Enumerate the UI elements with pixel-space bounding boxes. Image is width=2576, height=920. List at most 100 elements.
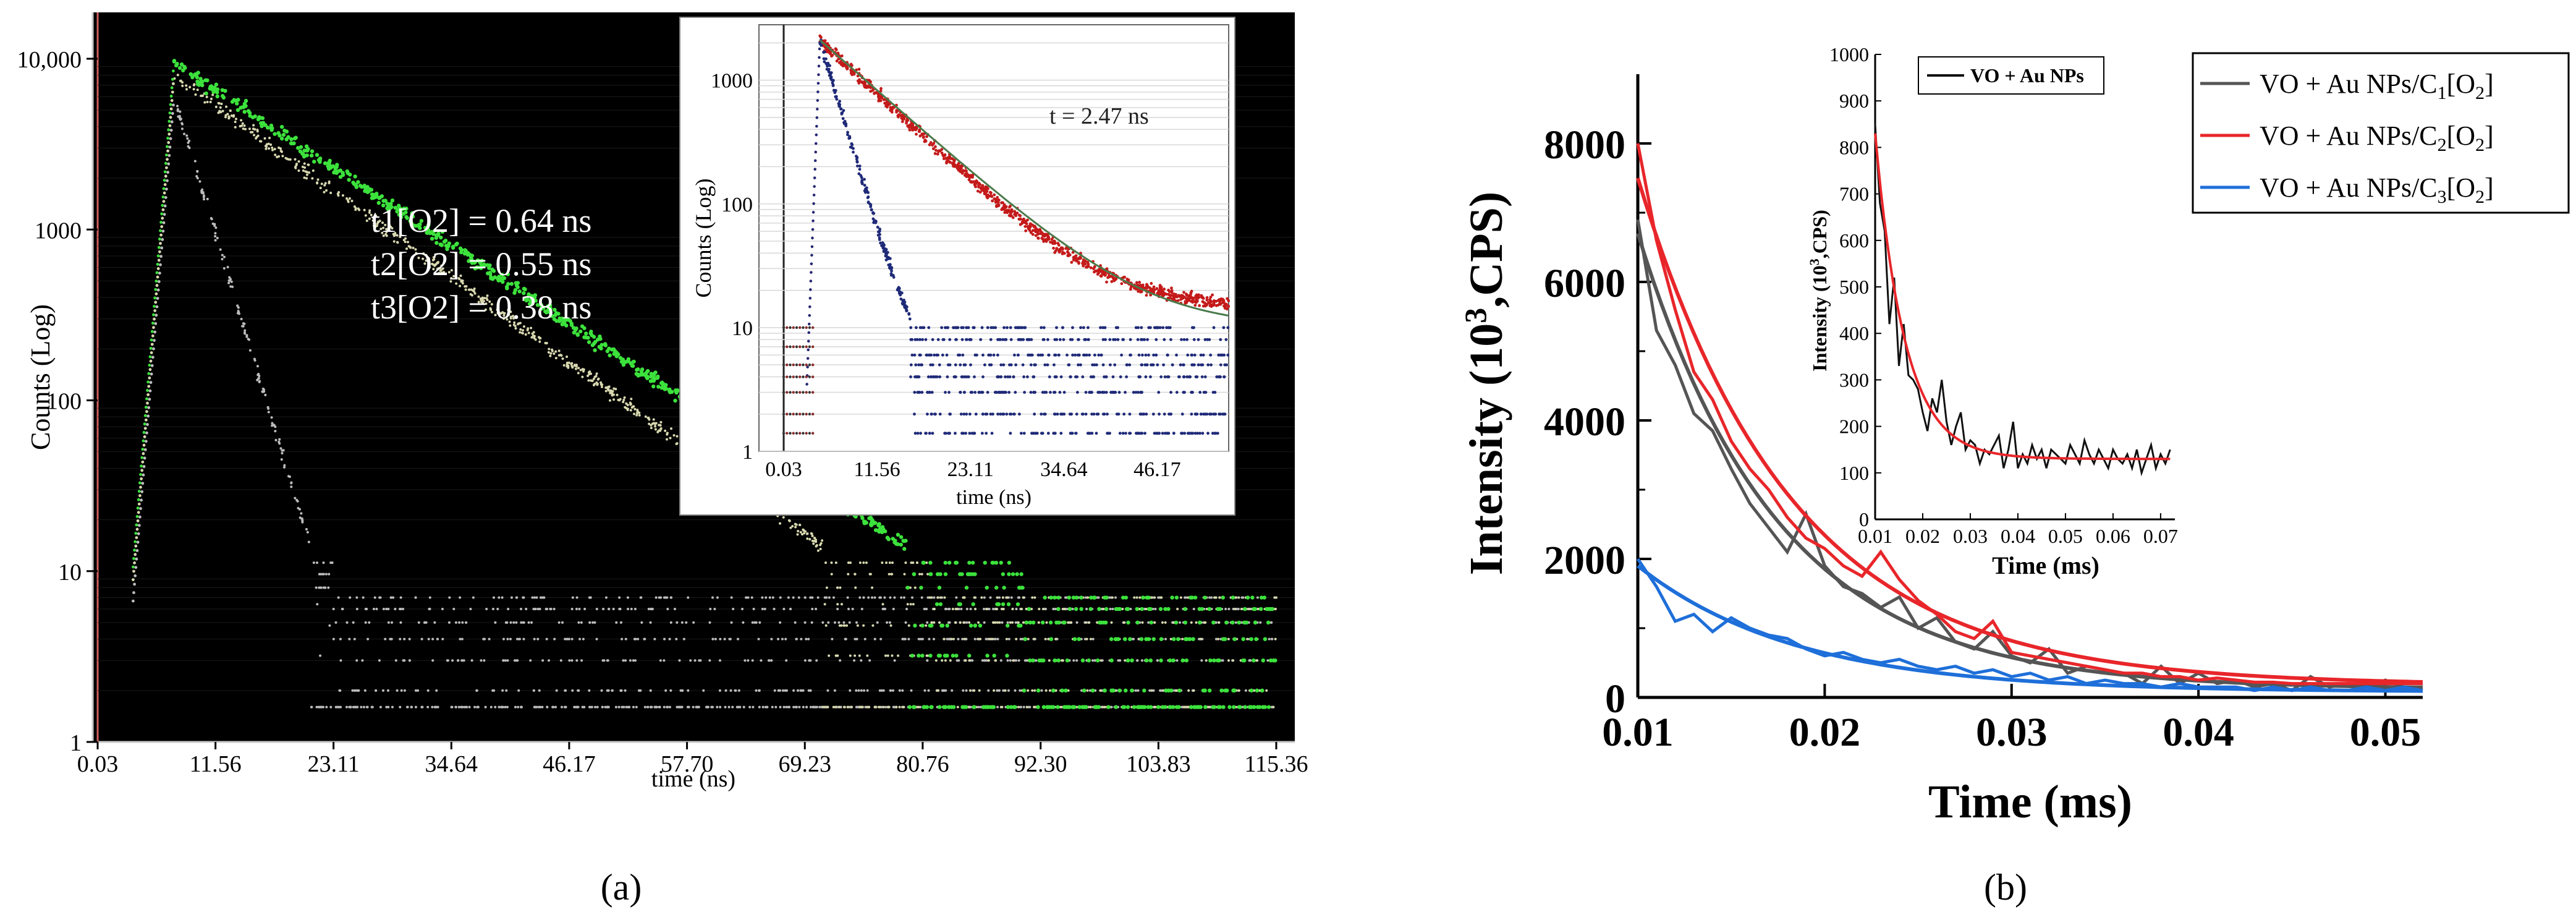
inset-a-point	[863, 84, 866, 88]
panel-a-point	[716, 705, 719, 709]
panel-a-point	[290, 485, 293, 488]
panel-a-point	[399, 705, 402, 709]
panel-a-point	[1242, 620, 1247, 625]
panel-a-point	[964, 586, 969, 590]
panel-a-point	[1001, 621, 1004, 624]
panel-a-point	[695, 705, 698, 709]
panel-a-point	[1006, 659, 1009, 662]
panel-a-point	[502, 314, 506, 317]
panel-a-point	[1178, 621, 1181, 624]
panel-a-point	[1156, 705, 1161, 709]
panel-a-point	[1025, 705, 1028, 709]
panel-a-point	[1067, 621, 1070, 624]
panel-a-point	[1200, 659, 1203, 662]
panel-a-point	[1182, 705, 1185, 709]
panel-a-point	[154, 322, 158, 325]
panel-a-point	[978, 623, 983, 628]
panel-a-point	[1015, 572, 1019, 576]
panel-a-point	[136, 519, 140, 522]
panel-a-x-tick-label: 0.03	[77, 751, 119, 777]
panel-a-point	[1099, 689, 1102, 692]
panel-a-point	[1052, 608, 1055, 611]
inset-a-point	[946, 375, 949, 378]
panel-a-point	[459, 596, 462, 599]
panel-a-point	[368, 209, 371, 212]
panel-a-point	[860, 659, 863, 662]
panel-a-point	[315, 705, 318, 709]
panel-a-point	[169, 103, 172, 106]
panel-a-point	[608, 389, 611, 392]
panel-a-point	[156, 288, 160, 292]
inset-a-point	[1148, 286, 1151, 289]
panel-a-point	[294, 158, 297, 161]
panel-a-point	[353, 689, 356, 692]
panel-a-point	[888, 621, 891, 624]
panel-a-point	[256, 134, 260, 137]
panel-a-point	[564, 705, 567, 709]
inset-a-point	[890, 110, 894, 114]
panel-a-point	[496, 312, 499, 315]
panel-a-point	[656, 385, 661, 389]
panel-a-point	[993, 637, 996, 641]
panel-a-point	[795, 637, 798, 641]
panel-a-point	[250, 115, 255, 119]
panel-a-point	[569, 323, 574, 327]
panel-a-point	[960, 705, 965, 709]
panel-a-point	[436, 231, 441, 236]
panel-a-point	[132, 556, 135, 560]
panel-a-point	[947, 560, 952, 565]
panel-a-point	[1184, 637, 1188, 641]
panel-a-point	[203, 101, 206, 104]
panel-a-point	[912, 705, 917, 709]
panel-a-point	[263, 137, 266, 140]
panel-a-point	[156, 254, 160, 258]
panel-a-point	[146, 393, 150, 396]
inset-a-point	[814, 159, 817, 163]
inset-a-point	[1176, 299, 1180, 302]
panel-a-point	[156, 263, 159, 266]
panel-a-point	[506, 659, 509, 662]
panel-a-point	[933, 596, 936, 599]
inset-a-point	[946, 160, 950, 163]
panel-a-point	[668, 705, 671, 709]
panel-a-point	[164, 187, 168, 191]
panel-a-point	[531, 596, 534, 599]
panel-a-point	[1049, 637, 1054, 641]
inset-a-point	[948, 155, 951, 158]
panel-a-point	[164, 161, 167, 165]
panel-a-point	[1259, 621, 1262, 624]
panel-a-point	[169, 129, 173, 132]
panel-a-point	[881, 603, 884, 606]
panel-a-point	[434, 263, 437, 266]
panel-a-point	[399, 596, 402, 599]
panel-a-point	[295, 498, 299, 501]
panel-a-point	[1169, 688, 1174, 693]
panel-a-point	[648, 418, 651, 421]
panel-a-point	[210, 97, 213, 100]
panel-a-point	[310, 705, 313, 709]
panel-a-point	[664, 429, 667, 432]
panel-a-point	[312, 160, 316, 164]
panel-a-point	[675, 637, 678, 641]
panel-a-point	[854, 654, 857, 657]
panel-a-point	[354, 208, 357, 211]
panel-a-point	[587, 374, 590, 377]
panel-a-point	[659, 420, 663, 424]
panel-a-point	[634, 637, 637, 641]
panel-a-point	[536, 637, 540, 641]
panel-a-point	[323, 586, 326, 589]
inset-a-point	[934, 148, 938, 152]
panel-a-point	[1221, 659, 1224, 662]
panel-a-point	[229, 285, 232, 288]
panel-a-point	[229, 278, 232, 281]
inset-a-point	[1026, 225, 1030, 229]
panel-a-point	[167, 162, 171, 166]
inset-a-point	[811, 236, 814, 240]
inset-a-point	[985, 185, 989, 189]
panel-a-point	[1227, 637, 1230, 641]
panel-a-point	[538, 608, 541, 611]
panel-a-point	[1079, 607, 1083, 611]
panel-a-point	[571, 326, 576, 330]
inset-a-point	[989, 191, 993, 195]
panel-a-point	[486, 294, 489, 297]
